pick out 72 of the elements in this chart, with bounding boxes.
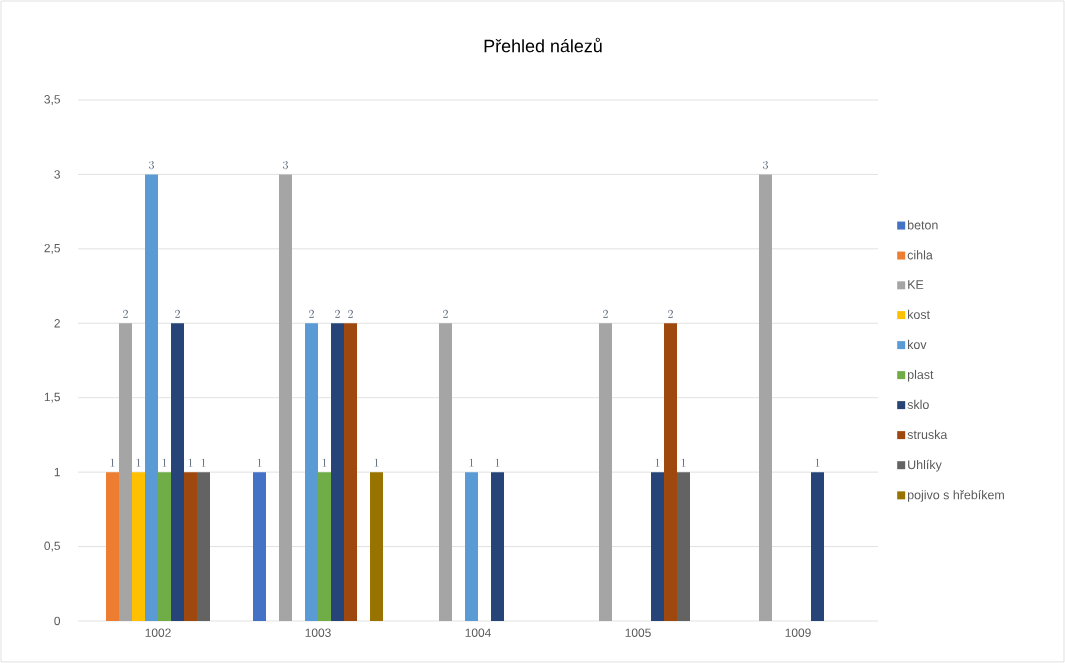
- data-label: 1: [681, 458, 686, 467]
- legend-label: beton: [907, 220, 938, 230]
- data-label: 3: [149, 160, 154, 170]
- legend-label: kost: [908, 309, 930, 319]
- y-tick-label: 0,5: [44, 541, 60, 552]
- bar: [279, 174, 293, 621]
- data-label: 1: [469, 458, 474, 467]
- legend-label: Uhlíky: [908, 459, 942, 472]
- bar: [106, 472, 120, 621]
- bar: [253, 472, 267, 621]
- x-tick-label: 1003: [305, 628, 331, 637]
- legend-label: kov: [908, 339, 927, 349]
- data-label: 1: [322, 458, 327, 467]
- data-label: 1: [188, 458, 193, 467]
- bar: [197, 472, 211, 621]
- data-label: 2: [335, 309, 340, 318]
- bar: [651, 472, 665, 621]
- bar: [465, 472, 479, 621]
- legend-label: pojivo s hřebíkem: [907, 490, 1004, 502]
- data-label: 1: [257, 458, 262, 467]
- y-tick-label: 1,5: [44, 392, 60, 403]
- x-tick-label: 1004: [465, 628, 491, 637]
- bar: [677, 472, 691, 621]
- bar: [439, 323, 453, 621]
- bar: [119, 323, 133, 621]
- data-label: 3: [763, 160, 768, 170]
- x-tick-label: 1002: [145, 628, 171, 637]
- legend-label: KE: [908, 280, 924, 289]
- data-label: 2: [603, 309, 608, 318]
- y-tick-label: 2,5: [44, 243, 60, 254]
- bar: [370, 472, 384, 621]
- y-tick-label: 3: [54, 170, 60, 179]
- data-label: 1: [110, 458, 115, 467]
- data-label: 3: [283, 160, 288, 170]
- data-label: 2: [443, 309, 448, 318]
- legend-label: sklo: [907, 399, 929, 410]
- data-label: 1: [162, 458, 167, 467]
- y-tick-label: 1: [54, 468, 60, 477]
- bar: [599, 323, 613, 621]
- bar: [318, 472, 332, 621]
- bar: [664, 323, 678, 621]
- data-label: 1: [495, 458, 500, 467]
- y-tick-label: 2: [54, 319, 60, 328]
- legend-label: struska: [907, 429, 948, 440]
- data-label: 1: [815, 458, 820, 467]
- x-tick-label: 1005: [625, 628, 651, 637]
- data-label: 2: [123, 309, 128, 318]
- data-label: 1: [655, 458, 660, 467]
- bar: [811, 472, 825, 621]
- bar: [184, 472, 198, 621]
- data-label: 1: [374, 458, 379, 467]
- bar: [158, 472, 172, 621]
- bar: [171, 323, 185, 621]
- legend-label: cihla: [907, 250, 933, 260]
- chart-title: Přehled nálezů: [484, 37, 602, 53]
- y-tick-label: 3,5: [44, 95, 60, 105]
- data-label: 2: [175, 309, 180, 318]
- data-label: 1: [201, 458, 206, 467]
- legend-label: plast: [907, 369, 934, 382]
- bar: [132, 472, 146, 621]
- data-label: 1: [136, 458, 141, 467]
- bar: [331, 323, 345, 621]
- y-tick-label: 0: [54, 616, 61, 626]
- bar: [305, 323, 319, 621]
- data-label: 2: [309, 309, 314, 318]
- data-label: 2: [348, 309, 353, 318]
- x-tick-label: 1009: [785, 628, 811, 637]
- bar: [759, 174, 773, 621]
- bar: [145, 174, 159, 621]
- bar: [491, 472, 505, 621]
- data-label: 2: [668, 309, 673, 318]
- bar: [344, 323, 358, 621]
